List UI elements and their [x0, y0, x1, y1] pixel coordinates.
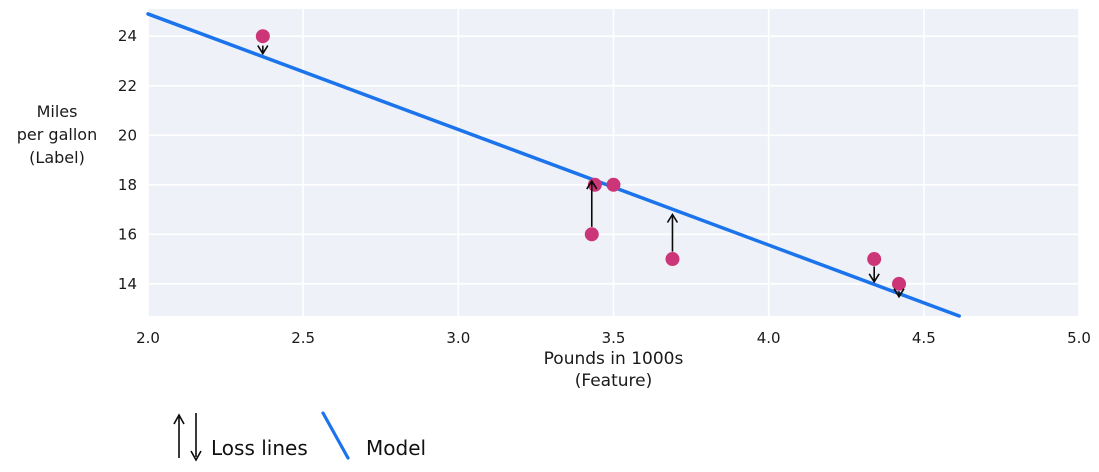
data-point — [892, 276, 907, 291]
x-tick-label: 2.5 — [291, 329, 315, 347]
loss-arrow-head — [893, 288, 905, 299]
x-tick-label: 5.0 — [1067, 329, 1091, 347]
loss-arrow-head — [868, 273, 880, 284]
y-tick-label: 18 — [118, 176, 137, 194]
x-tick-label: 2.0 — [136, 329, 160, 347]
up-arrow-icon — [173, 413, 185, 458]
x-tick-label: 4.0 — [757, 329, 781, 347]
x-tick-label: 3.5 — [602, 329, 626, 347]
model-line — [146, 12, 961, 318]
loss-lines-legend-icon — [173, 413, 202, 462]
loss-arrow-head — [666, 212, 679, 223]
down-arrow-icon — [190, 413, 202, 462]
y-axis-label: Miles per gallon (Label) — [16, 102, 98, 167]
x-axis-label: Pounds in 1000s (Feature) — [543, 349, 684, 391]
data-point — [867, 252, 882, 267]
x-tick-label: 3.0 — [446, 329, 470, 347]
x-tick-label: 4.5 — [912, 329, 936, 347]
y-tick-label: 24 — [118, 27, 137, 45]
model-line-swatch — [321, 411, 350, 460]
data-point — [606, 177, 621, 192]
y-tick-label: 14 — [118, 275, 137, 293]
data-point — [665, 252, 680, 267]
loss-arrow-head — [257, 45, 269, 56]
model-legend-label: Model — [366, 436, 427, 460]
y-tick-label: 22 — [118, 77, 137, 95]
y-tick-label: 16 — [118, 225, 137, 243]
chart-canvas: 2.0 2.5 3.0 3.5 4.0 4.5 5.0 14 16 18 20 22 24 — [118, 9, 1091, 347]
loss-lines-legend-label: Loss lines — [211, 436, 308, 460]
data-point — [584, 227, 599, 242]
model-legend-icon — [321, 411, 350, 460]
y-tick-label: 20 — [118, 126, 137, 144]
data-point — [255, 29, 270, 44]
loss-arrow-head — [586, 179, 598, 190]
